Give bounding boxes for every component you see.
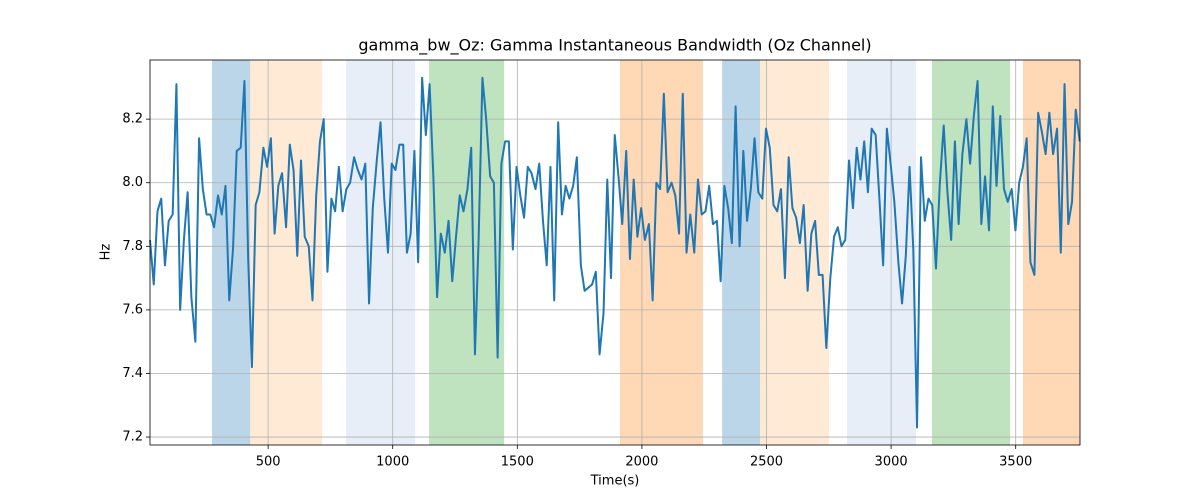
y-axis-label: Hz: [99, 244, 114, 261]
x-tick-label: 1000: [376, 455, 409, 470]
y-tick-label: 7.2: [122, 430, 143, 445]
highlight-span: [722, 60, 761, 445]
y-tick-label: 7.4: [122, 366, 143, 381]
y-tick-label: 7.6: [122, 302, 143, 317]
plot-frame: [149, 59, 1081, 446]
highlight-span: [429, 60, 505, 445]
x-tick-label: 1500: [501, 455, 534, 470]
data-line: [149, 76, 1081, 429]
chart-title: gamma_bw_Oz: Gamma Instantaneous Bandwid…: [358, 36, 871, 56]
highlight-span: [931, 60, 1010, 445]
x-tick-label: 2000: [625, 455, 658, 470]
y-tick-label: 8.2: [122, 112, 143, 127]
x-tick-label: 3000: [875, 455, 908, 470]
highlight-span: [212, 60, 251, 445]
x-tick-label: 3500: [999, 455, 1032, 470]
x-tick-label: 500: [256, 455, 281, 470]
highlight-span: [250, 60, 323, 445]
highlight-span: [619, 60, 703, 445]
highlight-span: [346, 60, 416, 445]
y-tick-label: 8.0: [122, 175, 143, 190]
x-axis-label: Time(s): [590, 474, 640, 489]
x-tick-label: 2500: [750, 455, 783, 470]
y-tick-label: 7.8: [122, 239, 143, 254]
highlight-span: [1022, 60, 1080, 445]
highlight-span: [760, 60, 830, 445]
